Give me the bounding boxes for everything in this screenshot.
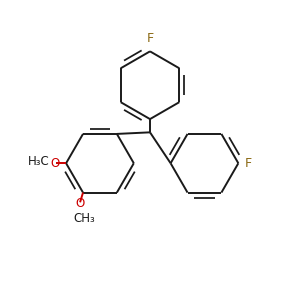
Text: F: F: [146, 32, 154, 45]
Text: H₃C: H₃C: [28, 155, 50, 168]
Text: F: F: [245, 157, 252, 170]
Text: CH₃: CH₃: [74, 212, 95, 225]
Text: O: O: [50, 157, 59, 170]
Text: O: O: [75, 197, 85, 210]
